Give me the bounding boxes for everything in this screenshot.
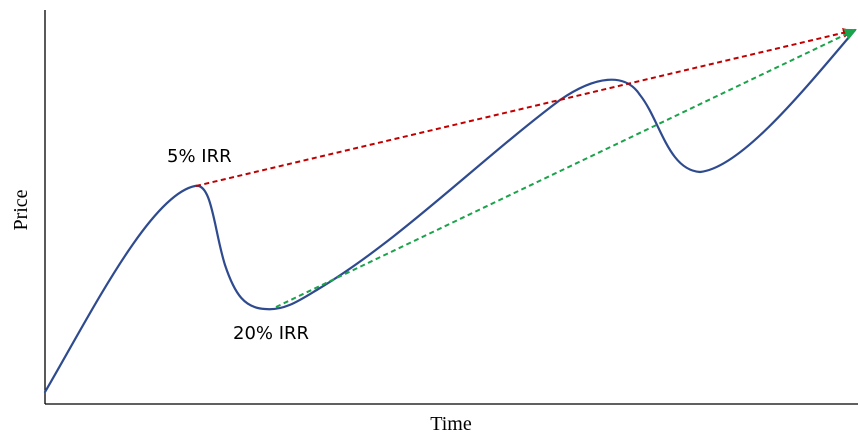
- twenty-pct-irr-label: 20% IRR: [233, 323, 309, 344]
- x-axis-title: Time: [430, 413, 472, 435]
- price-curve: [43, 28, 857, 394]
- twenty-pct-irr-line: [275, 28, 857, 308]
- y-axis-title: Price: [10, 189, 32, 230]
- five-pct-irr-line: [195, 27, 853, 187]
- five-pct-irr-label: 5% IRR: [167, 146, 232, 167]
